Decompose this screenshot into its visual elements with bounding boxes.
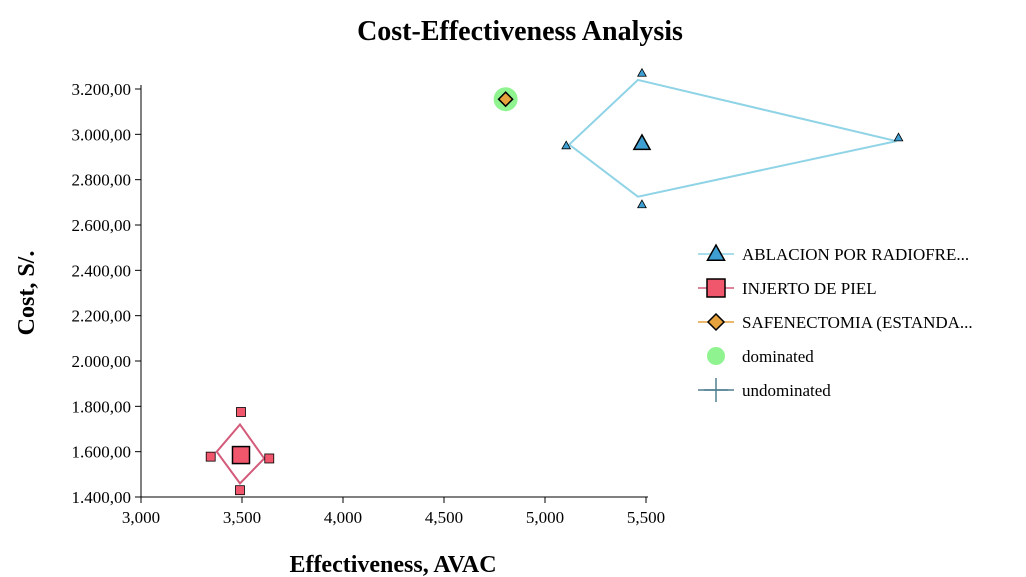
- series-1-range-point: [235, 485, 245, 496]
- x-tick-label: 3,000: [122, 508, 160, 527]
- series-1-range-point: [205, 451, 216, 462]
- series-0-range-point: [561, 140, 572, 150]
- y-axis-ticks: 1.400,00 1.600,00 1.800,00 2.000,00 2.200,00…: [72, 80, 141, 507]
- y-tick-label: 2.600,00: [72, 216, 132, 235]
- legend-label: dominated: [742, 347, 814, 366]
- legend-marker: [706, 243, 726, 262]
- legend-label: undominated: [742, 381, 831, 400]
- x-tick-label: 4,500: [425, 508, 463, 527]
- legend: ABLACION POR RADIOFRE... INJERTO DE PIEL S…: [698, 243, 973, 402]
- legend-marker: [707, 347, 725, 365]
- legend-label: INJERTO DE PIEL: [742, 279, 877, 298]
- y-tick-label: 1.400,00: [72, 488, 132, 507]
- y-tick-label: 1.800,00: [72, 397, 132, 416]
- series-2-mean-point: [497, 91, 514, 108]
- series-1-range-point: [264, 453, 275, 464]
- x-axis-ticks: 3,000 3,500 4,000 4,500 5,000 5,500: [122, 497, 665, 527]
- axes: [140, 85, 648, 498]
- series-0-range-point: [893, 132, 904, 142]
- y-tick-label: 3.000,00: [72, 125, 132, 144]
- y-tick-label: 3.200,00: [72, 80, 132, 99]
- y-tick-label: 2.200,00: [72, 307, 132, 326]
- x-tick-label: 3,500: [223, 508, 261, 527]
- series-0-mean-point: [632, 133, 652, 151]
- legend-label: SAFENECTOMIA (ESTANDA...: [742, 313, 973, 332]
- y-tick-label: 1.600,00: [72, 443, 132, 462]
- series-1-mean-point: [231, 445, 251, 465]
- series-0-range-point: [637, 199, 647, 209]
- legend-marker: [706, 312, 726, 332]
- legend-marker: [706, 278, 726, 298]
- series-0-range-point: [637, 67, 647, 77]
- y-tick-label: 2.400,00: [72, 261, 132, 280]
- x-tick-label: 4,000: [324, 508, 362, 527]
- legend-marker: [704, 378, 728, 402]
- y-axis-title: Cost, S/.: [14, 251, 40, 336]
- x-axis-title: Effectiveness, AVAC: [289, 552, 496, 577]
- x-tick-label: 5,500: [627, 508, 665, 527]
- y-tick-label: 2.800,00: [72, 171, 132, 190]
- chart-title: Cost-Effectiveness Analysis: [357, 16, 683, 47]
- legend-label: ABLACION POR RADIOFRE...: [742, 245, 969, 264]
- series-1-envelope: [215, 422, 266, 485]
- series-1-range-point: [236, 407, 246, 417]
- y-tick-label: 2.000,00: [72, 352, 132, 371]
- x-tick-label: 5,000: [526, 508, 564, 527]
- plot-area: [205, 67, 904, 496]
- series-0-envelope: [567, 78, 897, 198]
